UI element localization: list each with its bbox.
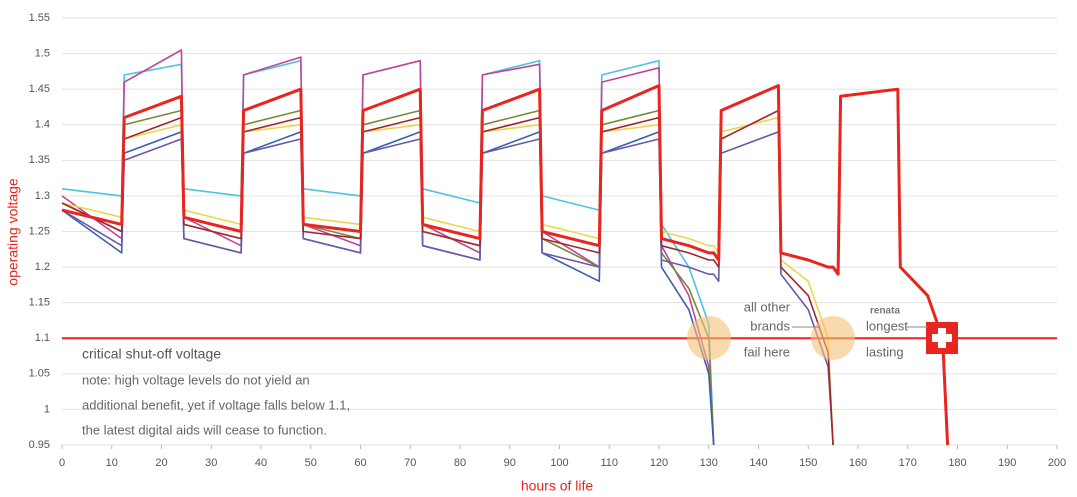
x-tick-label: 50 — [305, 457, 317, 469]
brand: renata — [870, 306, 900, 317]
x-tick-label: 150 — [799, 457, 817, 469]
y-tick-label: 1.15 — [29, 297, 50, 309]
others-label: fail here — [744, 344, 790, 359]
x-tick-label: 10 — [106, 457, 118, 469]
others-label: all other — [744, 299, 791, 314]
y-tick-label: 1.55 — [29, 12, 50, 24]
x-tick-label: 200 — [1048, 457, 1066, 469]
lines — [61, 49, 1057, 446]
threshold-label: critical shut-off voltage — [82, 346, 221, 362]
series-line — [61, 116, 834, 446]
x-tick-label: 170 — [899, 457, 917, 469]
x-tick-label: 0 — [59, 457, 65, 469]
x-tick-label: 20 — [155, 457, 167, 469]
y-tick-label: 1 — [44, 403, 50, 415]
y-tick-label: 1.3 — [35, 190, 50, 202]
y-tick-label: 1.05 — [29, 368, 50, 380]
renata-label: lasting — [866, 344, 904, 359]
annotations: critical shut-off voltage note: high volt… — [5, 178, 928, 494]
y-tick-label: 1.45 — [29, 83, 50, 95]
x-tick-label: 190 — [998, 457, 1016, 469]
x-tick-label: 70 — [404, 457, 416, 469]
y-tick-label: 1.2 — [35, 261, 50, 273]
others-label: brands — [750, 318, 790, 333]
note: the latest digital aids will cease to fu… — [82, 422, 327, 437]
y-tick-label: 1.1 — [35, 332, 50, 344]
fail-marker — [687, 316, 731, 360]
x-tick-label: 140 — [749, 457, 767, 469]
y-tick-label: 1.5 — [35, 47, 50, 59]
x-tick-label: 180 — [948, 457, 966, 469]
x-tick-label: 40 — [255, 457, 267, 469]
series-line — [61, 84, 950, 446]
x-tick-label: 130 — [700, 457, 718, 469]
y-tick-label: 1.35 — [29, 154, 50, 166]
x-tick-label: 110 — [600, 457, 618, 469]
renata-label: longest — [866, 318, 908, 333]
x-tick-label: 120 — [650, 457, 668, 469]
fail-marker — [811, 316, 855, 360]
y-tick-label: 0.95 — [29, 439, 50, 451]
x-tick-label: 100 — [550, 457, 568, 469]
x-tick-label: 80 — [454, 457, 466, 469]
y-tick-label: 1.25 — [29, 225, 50, 237]
y-axis-label: operating voltage — [5, 178, 21, 286]
x-tick-label: 30 — [205, 457, 217, 469]
x-tick-label: 90 — [504, 457, 516, 469]
x-tick-label: 160 — [849, 457, 867, 469]
note: note: high voltage levels do not yield a… — [82, 372, 310, 387]
x-tick-label: 60 — [354, 457, 366, 469]
y-tick-label: 1.4 — [35, 119, 50, 131]
note: additional benefit, yet if voltage falls… — [82, 397, 350, 412]
swiss-cross — [926, 322, 958, 354]
x-axis-label: hours of life — [521, 478, 594, 494]
